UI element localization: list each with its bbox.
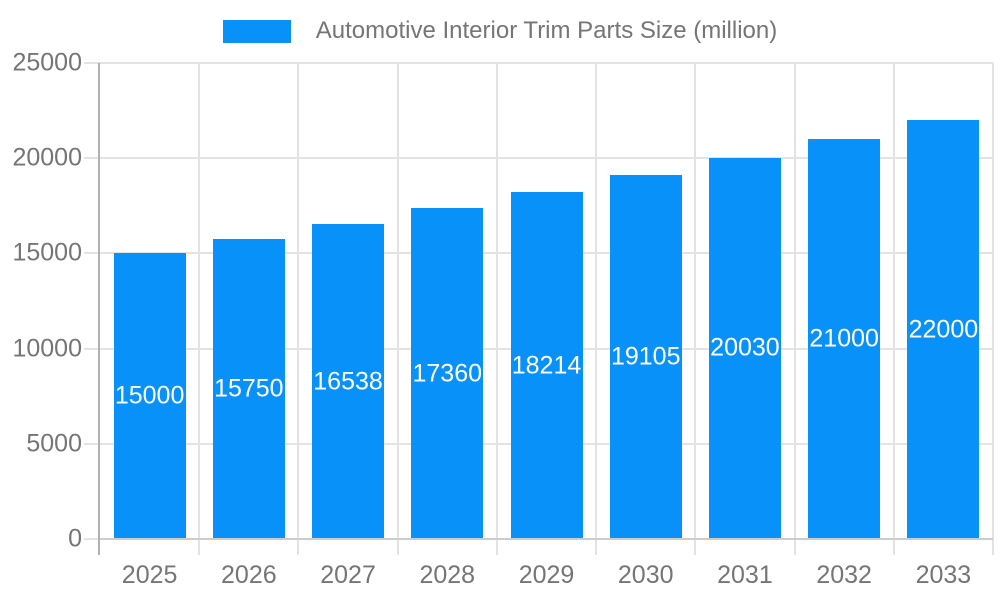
y-axis-tick [84,157,100,160]
y-axis-tick [84,62,100,64]
vertical-gridline [992,63,994,539]
bar-2032[interactable] [808,139,881,539]
vertical-gridline [297,63,300,539]
y-axis-tick [84,538,100,540]
y-axis-tick-label: 0 [68,524,82,553]
vertical-gridline [198,63,201,539]
y-axis-tick-label: 15000 [12,238,82,267]
y-axis-tick-label: 25000 [12,48,82,77]
bar-value-label: 20030 [710,333,780,362]
y-axis-line [98,63,100,555]
bar-2025[interactable] [113,253,186,539]
vertical-gridline [892,63,895,539]
bar-value-label: 18214 [511,351,582,380]
bar-value-label: 17360 [412,359,483,388]
x-axis-category-label: 2029 [518,561,575,589]
legend-series-label: Automotive Interior Trim Parts Size (mil… [315,17,778,44]
vertical-gridline [694,63,697,539]
bar-2030[interactable] [609,175,682,539]
horizontal-gridline [100,157,993,160]
x-axis-category-label: 2030 [617,561,674,589]
bar-value-label: 19105 [610,342,681,371]
horizontal-gridline [100,62,993,64]
x-axis-category-label: 2026 [221,561,277,589]
x-axis-tick [495,539,498,555]
y-axis-tick-label: 5000 [26,429,82,458]
bar-2029[interactable] [510,192,583,539]
x-axis-category-label: 2033 [915,561,972,589]
x-axis-category-label: 2025 [121,561,178,589]
x-axis-tick [892,539,895,555]
x-axis-tick [595,539,598,555]
x-axis-tick [992,539,994,555]
vertical-gridline [595,63,598,539]
bar-value-label: 16538 [313,367,383,396]
bar-2027[interactable] [312,224,385,539]
bar-value-label: 22000 [908,315,979,344]
x-axis-category-label: 2028 [419,561,476,589]
x-axis-category-label: 2032 [816,561,872,589]
x-axis-tick [297,539,300,555]
y-axis-tick [84,347,100,350]
bar-2026[interactable] [212,239,285,539]
x-axis-tick [396,539,399,555]
bar-2033[interactable] [907,120,980,539]
y-axis-tick-label: 10000 [12,334,82,363]
zero-gridline [100,538,993,540]
vertical-gridline [495,63,498,539]
bar-2028[interactable] [411,208,484,539]
y-axis-tick-label: 20000 [12,143,82,172]
x-axis-tick [198,539,201,555]
legend-swatch-icon [222,19,291,43]
x-axis-tick [694,539,697,555]
chart-legend[interactable]: Automotive Interior Trim Parts Size (mil… [0,12,1000,50]
bar-value-label: 15750 [214,374,284,403]
bar-2031[interactable] [708,157,781,539]
x-axis-category-label: 2031 [717,561,773,589]
vertical-gridline [793,63,796,539]
x-axis-tick [793,539,796,555]
y-axis-tick [84,442,100,445]
vertical-gridline [396,63,399,539]
y-axis-tick [84,252,100,255]
bar-value-label: 15000 [114,381,185,410]
bar-value-label: 21000 [809,324,879,353]
x-axis-category-label: 2027 [320,561,376,589]
